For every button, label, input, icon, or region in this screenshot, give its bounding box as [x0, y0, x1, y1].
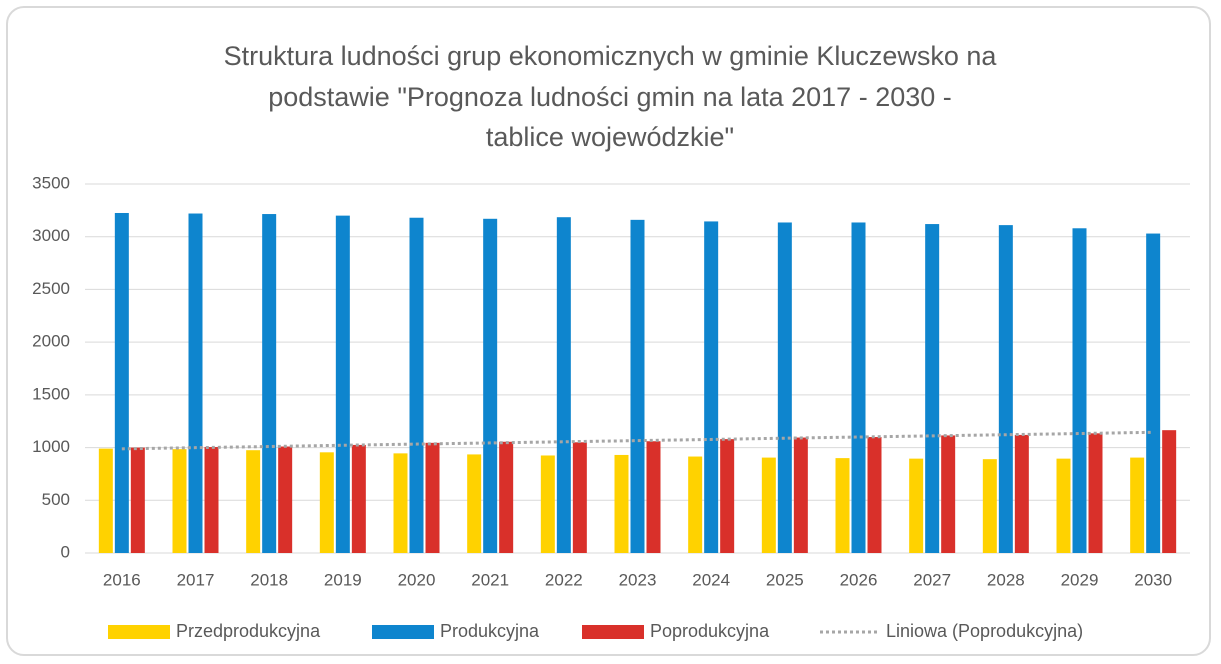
bar: [614, 454, 629, 553]
y-tick-label: 1500: [32, 384, 70, 403]
x-tick-label: 2023: [619, 570, 657, 589]
bar: [278, 446, 293, 553]
bar: [483, 218, 498, 553]
bar: [835, 458, 850, 553]
x-tick-label: 2016: [103, 570, 141, 589]
bar: [335, 215, 350, 553]
bar: [556, 217, 571, 553]
chart-title: podstawie "Prognoza ludności gmin na lat…: [268, 82, 952, 112]
bar: [925, 224, 940, 553]
x-tick-label: 2026: [840, 570, 878, 589]
x-tick-label: 2028: [987, 570, 1025, 589]
bar: [761, 457, 776, 553]
bar: [1056, 458, 1071, 553]
legend-label: Poprodukcyjna: [650, 621, 770, 641]
bar: [188, 213, 203, 553]
bar: [704, 221, 719, 554]
bar: [793, 437, 808, 553]
bar: [246, 450, 261, 553]
bar: [867, 437, 882, 553]
legend-swatch: [372, 625, 434, 639]
x-tick-label: 2017: [177, 570, 215, 589]
bar: [909, 458, 924, 553]
bar: [351, 444, 366, 553]
bar: [998, 225, 1013, 554]
bar: [114, 212, 129, 553]
x-tick-label: 2019: [324, 570, 362, 589]
y-tick-label: 3500: [32, 173, 70, 192]
x-tick-label: 2030: [1134, 570, 1172, 589]
y-tick-label: 1000: [32, 437, 70, 456]
x-tick-label: 2027: [913, 570, 951, 589]
y-tick-label: 2500: [32, 279, 70, 298]
legend-swatch: [582, 625, 644, 639]
bar: [409, 217, 424, 554]
legend-label: Liniowa (Poprodukcyjna): [886, 621, 1083, 641]
bar: [1014, 434, 1029, 553]
chart-title: tablice wojewódzkie": [486, 122, 734, 152]
bar: [467, 454, 482, 553]
legend-swatch: [108, 625, 170, 639]
bar: [130, 447, 145, 553]
bar: [1146, 233, 1161, 553]
bar: [777, 222, 792, 553]
legend-label: Przedprodukcyjna: [176, 621, 321, 641]
trendline: [121, 430, 1154, 451]
bar: [572, 442, 587, 553]
y-tick-label: 3000: [32, 226, 70, 245]
x-tick-label: 2029: [1061, 570, 1099, 589]
bar: [982, 459, 997, 553]
chart-title: Struktura ludności grup ekonomicznych w …: [224, 41, 998, 71]
y-tick-label: 2000: [32, 332, 70, 351]
bar: [630, 219, 645, 554]
x-tick-label: 2018: [250, 570, 288, 589]
bar: [98, 448, 113, 553]
y-tick-label: 0: [61, 542, 70, 561]
bar: [393, 453, 408, 553]
x-tick-label: 2021: [471, 570, 509, 589]
x-tick-label: 2022: [545, 570, 583, 589]
legend-label: Produkcyjna: [440, 621, 540, 641]
x-tick-label: 2020: [398, 570, 436, 589]
bar: [1130, 457, 1145, 553]
x-tick-label: 2024: [692, 570, 730, 589]
bar: [204, 447, 219, 553]
bar: [1088, 433, 1103, 553]
bar: [172, 449, 187, 553]
bar: [499, 441, 514, 553]
bar: [941, 435, 956, 553]
bar: [1072, 228, 1087, 553]
bar: [425, 442, 440, 553]
bar: [720, 439, 735, 553]
x-tick-label: 2025: [766, 570, 804, 589]
y-tick-label: 500: [42, 490, 70, 509]
bar: [1162, 430, 1177, 553]
bar: [851, 222, 866, 553]
bar: [646, 441, 661, 553]
bar: [262, 214, 277, 553]
bar: [540, 455, 555, 553]
bar: [688, 456, 703, 553]
bar: [319, 452, 334, 553]
